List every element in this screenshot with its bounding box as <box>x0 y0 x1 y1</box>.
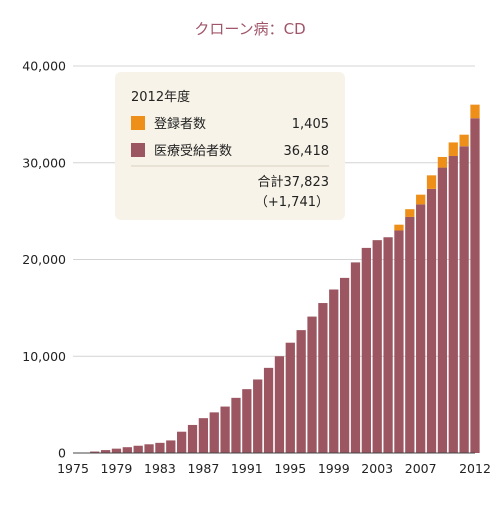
bars-layer <box>90 104 480 454</box>
bar-medical-1979 <box>111 448 122 453</box>
bar-medical-2006 <box>405 216 415 453</box>
bar-medical-1999 <box>329 289 339 453</box>
tooltip-background <box>115 72 345 220</box>
bar-medical-2004 <box>383 237 393 453</box>
bar-medical-1981 <box>133 445 143 453</box>
axis-layer: 0 10,000 20,000 30,000 40,000 1975 1979 1983 198… <box>22 59 491 477</box>
bar-medical-2000 <box>339 277 350 453</box>
bar-medical-1985 <box>177 431 187 453</box>
tooltip: 2012年度 登録者数 1,405 医療受給者数 36,418 合計37,823… <box>115 72 345 220</box>
y-tick-label: 10,000 <box>22 349 66 364</box>
x-tick-label: 1987 <box>187 461 219 476</box>
tooltip-diff: （+1,741） <box>255 195 329 210</box>
bar-medical-1995 <box>285 342 295 453</box>
bar-medical-1980 <box>122 447 132 453</box>
bar-registered-2012 <box>470 104 480 119</box>
bar-medical-1994 <box>274 356 285 453</box>
bar-medical-1982 <box>144 444 154 453</box>
bar-medical-1998 <box>318 303 328 453</box>
bar-medical-1990 <box>231 397 241 453</box>
bar-medical-1989 <box>220 406 230 453</box>
x-tick-label: 1999 <box>318 461 350 476</box>
bar-medical-1986 <box>187 424 198 453</box>
bar-medical-2001 <box>350 262 361 453</box>
bar-medical-2012 <box>470 118 480 454</box>
legend-label-medical: 医療受給者数 <box>154 144 232 159</box>
bar-medical-1988 <box>209 412 219 453</box>
bar-registered-2009 <box>437 156 448 168</box>
x-tick-label: 1995 <box>274 461 306 476</box>
bar-medical-2003 <box>372 240 382 453</box>
legend-label-registered: 登録者数 <box>154 117 206 132</box>
x-tick-label: 1991 <box>231 461 263 476</box>
bar-medical-2005 <box>394 230 404 453</box>
tooltip-total: 合計37,823 <box>258 174 330 190</box>
y-tick-label: 20,000 <box>22 252 66 267</box>
y-tick-label: 40,000 <box>22 59 66 74</box>
legend-swatch-medical <box>131 143 145 157</box>
x-tick-label: 1979 <box>101 461 133 476</box>
bar-medical-2011 <box>459 146 469 454</box>
bar-medical-2002 <box>361 247 371 453</box>
bar-medical-1977 <box>90 451 100 453</box>
y-tick-label: 0 <box>58 446 66 461</box>
bar-medical-1984 <box>166 440 176 453</box>
y-tick-label: 30,000 <box>22 155 66 170</box>
chart-title: クローン病：CD <box>194 20 305 38</box>
bar-medical-2008 <box>426 188 437 453</box>
bar-registered-2006 <box>405 209 415 217</box>
x-tick-label: 2007 <box>405 461 437 476</box>
bar-registered-2011 <box>459 134 469 147</box>
bar-medical-2010 <box>448 155 458 454</box>
bar-medical-2009 <box>437 167 448 453</box>
bar-medical-1978 <box>100 450 111 453</box>
bar-medical-1991 <box>242 389 252 453</box>
bar-medical-1997 <box>307 316 317 453</box>
legend-swatch-registered <box>131 116 145 130</box>
bar-medical-1996 <box>296 330 306 453</box>
tooltip-year: 2012年度 <box>131 89 190 105</box>
x-tick-label: 1975 <box>57 461 89 476</box>
x-tick-label: 1983 <box>144 461 176 476</box>
bar-medical-1983 <box>155 442 165 453</box>
bar-registered-2007 <box>416 194 426 205</box>
bar-medical-2007 <box>416 204 426 453</box>
x-tick-label: 2003 <box>361 461 393 476</box>
bar-medical-1993 <box>263 367 274 453</box>
tooltip-value-registered: 1,405 <box>292 117 329 132</box>
bar-registered-2008 <box>426 175 437 189</box>
x-tick-label: 2012 <box>459 461 491 476</box>
bar-medical-1987 <box>198 418 209 453</box>
bar-medical-1992 <box>253 379 263 453</box>
bar-registered-2005 <box>394 224 404 231</box>
tooltip-value-medical: 36,418 <box>284 144 330 159</box>
bar-registered-2010 <box>448 142 458 156</box>
